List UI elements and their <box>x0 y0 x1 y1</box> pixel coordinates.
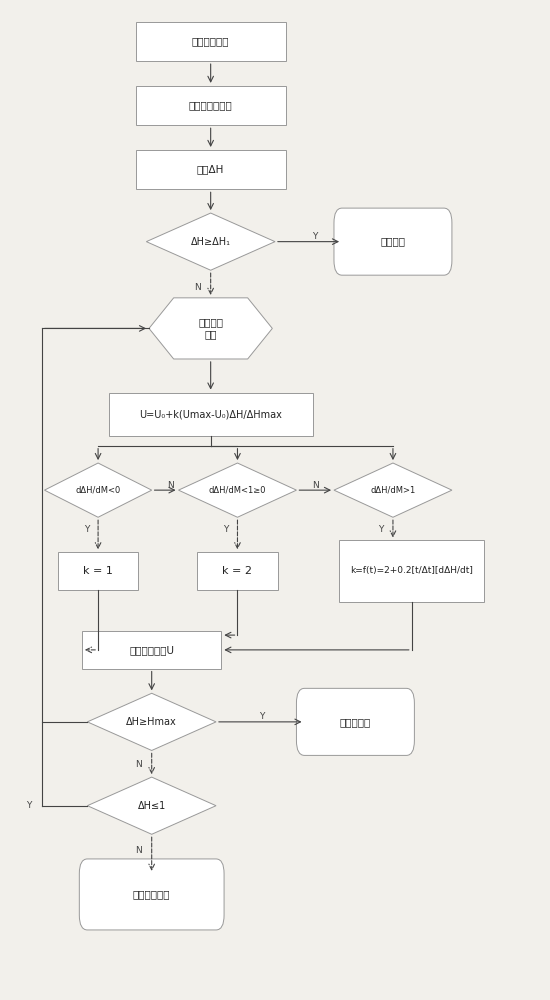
FancyBboxPatch shape <box>197 552 278 590</box>
Text: Y: Y <box>378 525 384 534</box>
FancyBboxPatch shape <box>109 393 312 436</box>
FancyBboxPatch shape <box>334 208 452 275</box>
Text: Y: Y <box>223 525 228 534</box>
Text: dΔH/dM>1: dΔH/dM>1 <box>370 486 416 495</box>
Text: 保护性停机: 保护性停机 <box>340 717 371 727</box>
Text: k = 1: k = 1 <box>83 566 113 576</box>
Text: 正常运行: 正常运行 <box>381 237 405 247</box>
Text: Y: Y <box>84 525 89 534</box>
Text: N: N <box>167 481 174 490</box>
FancyBboxPatch shape <box>296 688 414 755</box>
Text: ΔH≥ΔH₁: ΔH≥ΔH₁ <box>191 237 230 247</box>
Text: dΔH/dM<1≥0: dΔH/dM<1≥0 <box>208 486 266 495</box>
Text: Y: Y <box>26 801 31 810</box>
Text: k = 2: k = 2 <box>222 566 252 576</box>
Text: 保持纠偏电压U: 保持纠偏电压U <box>129 645 174 655</box>
Text: Y: Y <box>259 712 265 721</box>
Text: 启动纠偏
功能: 启动纠偏 功能 <box>198 318 223 339</box>
Text: 纠偏功能结束: 纠偏功能结束 <box>133 889 170 899</box>
Text: ΔH≥Hmax: ΔH≥Hmax <box>126 717 177 727</box>
Text: N: N <box>312 481 318 490</box>
Text: N: N <box>135 846 142 855</box>
Text: 计算ΔH: 计算ΔH <box>197 165 224 175</box>
Text: N: N <box>135 760 142 769</box>
FancyBboxPatch shape <box>339 540 484 602</box>
Polygon shape <box>179 463 296 517</box>
Text: k=f(t)=2+0.2[t/Δt][dΔH/dt]: k=f(t)=2+0.2[t/Δt][dΔH/dt] <box>350 566 473 576</box>
FancyBboxPatch shape <box>136 150 285 189</box>
Polygon shape <box>87 777 216 834</box>
Polygon shape <box>146 213 275 270</box>
Polygon shape <box>149 298 272 359</box>
Text: 初始参数设定: 初始参数设定 <box>192 36 229 46</box>
Polygon shape <box>334 463 452 517</box>
FancyBboxPatch shape <box>79 859 224 930</box>
FancyBboxPatch shape <box>136 22 285 61</box>
Text: dΔH/dM<0: dΔH/dM<0 <box>75 486 120 495</box>
Text: ΔH≤1: ΔH≤1 <box>138 801 166 811</box>
Text: N: N <box>194 283 201 292</box>
Polygon shape <box>45 463 152 517</box>
Text: U=U₀+k(Umax-U₀)ΔH/ΔHmax: U=U₀+k(Umax-U₀)ΔH/ΔHmax <box>139 409 282 419</box>
FancyBboxPatch shape <box>58 552 138 590</box>
FancyBboxPatch shape <box>136 86 285 125</box>
Polygon shape <box>87 693 216 750</box>
FancyBboxPatch shape <box>82 631 222 669</box>
Text: 液压启闭机启动: 液压启闭机启动 <box>189 101 233 111</box>
Text: Y: Y <box>312 232 318 241</box>
